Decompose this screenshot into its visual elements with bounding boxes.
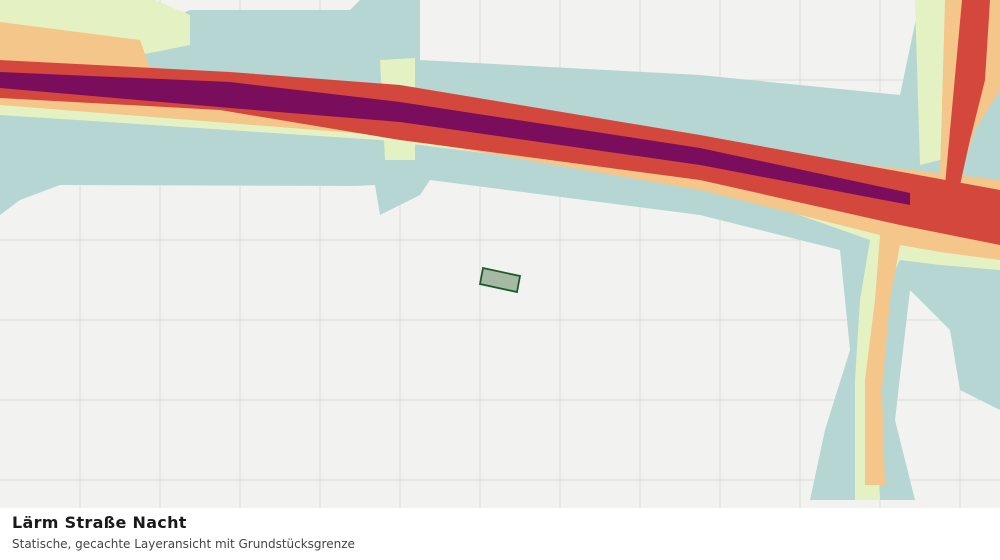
map-title: Lärm Straße Nacht [12, 513, 187, 532]
noise-zone-purple [0, 72, 910, 205]
map-subtitle: Statische, gecachte Layeransicht mit Gru… [12, 537, 355, 551]
caption: Lärm Straße Nacht Statische, gecachte La… [0, 508, 1000, 560]
parcel-boundary [478, 266, 522, 294]
